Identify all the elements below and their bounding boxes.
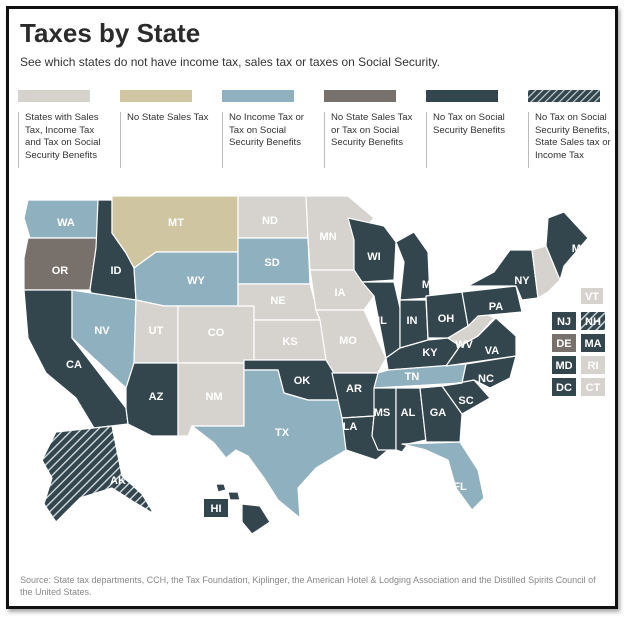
legend-swatch bbox=[222, 90, 294, 102]
source-note: Source: State tax departments, CCH, the … bbox=[20, 575, 596, 597]
legend-item-no-sales-tax: No State Sales Tax bbox=[120, 90, 212, 168]
legend-item-no-sales-or-ss-tax: No State Sales Tax or Tax on Social Secu… bbox=[324, 90, 416, 168]
state-hi-island-1 bbox=[241, 503, 271, 535]
label-nd: ND bbox=[262, 215, 278, 227]
legend-label: No State Sales Tax or Tax on Social Secu… bbox=[324, 112, 416, 168]
label-wy: WY bbox=[187, 275, 205, 287]
state-pa bbox=[461, 285, 523, 327]
legend-label: No Income Tax or Tax on Social Security … bbox=[222, 112, 314, 168]
label-wv: WV bbox=[455, 339, 473, 351]
label-sd: SD bbox=[264, 257, 279, 269]
state-box-ct bbox=[581, 378, 605, 396]
label-va: VA bbox=[485, 345, 500, 357]
label-co: CO bbox=[208, 327, 225, 339]
state-box-nj bbox=[552, 312, 576, 330]
label-ar: AR bbox=[346, 383, 362, 395]
label-nh: NH bbox=[585, 316, 601, 328]
legend-swatch bbox=[324, 90, 396, 102]
state-box-vt bbox=[581, 288, 603, 304]
label-nm: NM bbox=[205, 391, 222, 403]
label-nc: NC bbox=[478, 373, 494, 385]
state-box-ri bbox=[581, 356, 605, 374]
legend-swatch bbox=[120, 90, 192, 102]
label-me: ME bbox=[572, 243, 589, 255]
label-ri: RI bbox=[588, 360, 599, 372]
label-md: MD bbox=[555, 360, 572, 372]
label-ia: IA bbox=[335, 287, 346, 299]
legend-label: No State Sales Tax bbox=[120, 112, 212, 168]
map-legend: States with Sales Tax, Income Tax and Ta… bbox=[18, 90, 611, 186]
state-ne-region bbox=[531, 245, 561, 299]
label-ms: MS bbox=[374, 407, 391, 419]
label-al: AL bbox=[401, 407, 416, 419]
state-wi bbox=[347, 217, 397, 283]
state-tx bbox=[191, 369, 347, 519]
label-in: IN bbox=[407, 315, 418, 327]
state-wy bbox=[133, 251, 239, 307]
label-fl: FL bbox=[453, 481, 467, 493]
label-mn: MN bbox=[319, 231, 336, 243]
state-ia bbox=[309, 269, 375, 311]
label-ky: KY bbox=[422, 347, 438, 359]
label-ne: NE bbox=[270, 295, 285, 307]
state-or bbox=[23, 237, 99, 291]
label-tx: TX bbox=[275, 427, 290, 439]
label-id: ID bbox=[111, 265, 122, 277]
legend-item-all-taxes: States with Sales Tax, Income Tax and Ta… bbox=[18, 90, 110, 168]
label-ny: NY bbox=[514, 275, 530, 287]
label-hi: HI bbox=[211, 503, 222, 515]
state-box-dc bbox=[552, 378, 576, 396]
state-box-de bbox=[552, 334, 576, 352]
label-la: LA bbox=[343, 421, 358, 433]
page-subtitle: See which states do not have income tax,… bbox=[20, 55, 440, 69]
label-ca: CA bbox=[66, 359, 82, 371]
label-ga: GA bbox=[430, 407, 447, 419]
state-hi-island-3 bbox=[227, 491, 241, 501]
page-title: Taxes by State bbox=[20, 18, 201, 48]
legend-label: No Tax on Social Security Benefits, Stat… bbox=[528, 112, 620, 168]
label-il: IL bbox=[377, 315, 387, 327]
label-or: OR bbox=[52, 265, 69, 277]
state-nc bbox=[441, 355, 517, 389]
legend-swatch-hatched bbox=[528, 90, 600, 102]
label-vt: VT bbox=[585, 291, 599, 303]
us-map: WA OR CA ID NV MT WY UT CO AZ NM ND SD N… bbox=[23, 195, 605, 535]
label-nj: NJ bbox=[557, 316, 571, 328]
legend-label: No Tax on Social Security Benefits bbox=[426, 112, 518, 168]
label-ut: UT bbox=[149, 325, 164, 337]
label-ma: MA bbox=[584, 338, 601, 350]
label-ak: AK bbox=[110, 475, 126, 487]
state-box-nh bbox=[581, 312, 605, 330]
label-pa: PA bbox=[489, 301, 504, 313]
label-wi: WI bbox=[367, 251, 380, 263]
legend-swatch bbox=[426, 90, 498, 102]
label-wa: WA bbox=[57, 217, 75, 229]
label-ok: OK bbox=[294, 375, 311, 387]
state-ak bbox=[41, 425, 155, 523]
legend-item-no-ss-sales-income-tax: No Tax on Social Security Benefits, Stat… bbox=[528, 90, 620, 168]
state-box-ma bbox=[581, 334, 605, 352]
label-de: DE bbox=[556, 338, 571, 350]
state-box-hi bbox=[204, 499, 228, 517]
label-sc: SC bbox=[458, 395, 473, 407]
label-nv: NV bbox=[94, 325, 110, 337]
label-mo: MO bbox=[339, 335, 357, 347]
label-ct: CT bbox=[586, 382, 601, 394]
state-box-md bbox=[552, 356, 576, 374]
label-dc: DC bbox=[556, 382, 572, 394]
label-mt: MT bbox=[168, 217, 184, 229]
label-oh: OH bbox=[438, 313, 455, 325]
label-ks: KS bbox=[282, 336, 297, 348]
legend-swatch bbox=[18, 90, 90, 102]
legend-label: States with Sales Tax, Income Tax and Ta… bbox=[18, 112, 110, 168]
legend-item-no-ss-tax: No Tax on Social Security Benefits bbox=[426, 90, 518, 168]
legend-item-no-income-tax: No Income Tax or Tax on Social Security … bbox=[222, 90, 314, 168]
state-ms bbox=[371, 387, 397, 451]
label-tn: TN bbox=[405, 371, 420, 383]
label-az: AZ bbox=[149, 391, 164, 403]
state-hi-island-2 bbox=[215, 483, 227, 493]
label-mi: MI bbox=[422, 279, 434, 291]
state-fl bbox=[401, 441, 485, 511]
state-me bbox=[545, 211, 589, 281]
